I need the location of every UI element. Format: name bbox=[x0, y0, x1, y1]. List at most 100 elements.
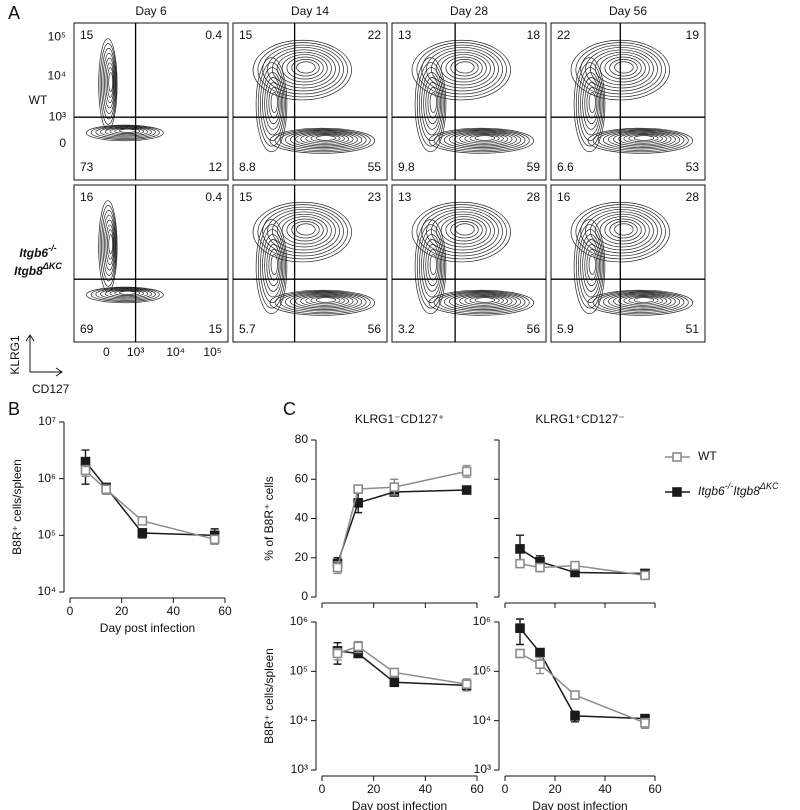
contour bbox=[267, 47, 340, 92]
contour bbox=[428, 289, 535, 316]
contour bbox=[425, 244, 440, 287]
contour bbox=[270, 92, 278, 113]
quadrant-value: 0.4 bbox=[205, 28, 222, 42]
marker bbox=[389, 677, 400, 688]
contour bbox=[459, 132, 509, 146]
x-tick-label: 0 bbox=[502, 782, 509, 796]
quadrant-value: 13 bbox=[398, 190, 412, 204]
y-tick-label: 10⁵ bbox=[48, 29, 66, 43]
contour bbox=[464, 133, 504, 144]
series-line bbox=[519, 627, 646, 720]
contour bbox=[266, 82, 281, 125]
label-part: Itgb8 bbox=[14, 264, 43, 278]
contour bbox=[450, 58, 479, 77]
contour bbox=[578, 229, 603, 303]
y-tick-label: 20 bbox=[295, 550, 309, 564]
marker bbox=[353, 641, 363, 652]
contour bbox=[426, 47, 499, 92]
y-tick-label: 10⁶ bbox=[290, 614, 308, 628]
y-tick-label: 10⁴ bbox=[472, 713, 491, 727]
label-part: WT bbox=[698, 449, 717, 463]
contour bbox=[102, 52, 116, 114]
contour bbox=[590, 49, 654, 89]
quadrant-value: 9.8 bbox=[398, 160, 415, 174]
contour bbox=[274, 290, 371, 315]
marker bbox=[570, 560, 580, 571]
contour bbox=[464, 295, 504, 306]
quadrant-value: 28 bbox=[527, 190, 541, 204]
contour bbox=[580, 206, 662, 257]
contour bbox=[586, 87, 598, 119]
contour bbox=[618, 132, 668, 146]
contour bbox=[443, 130, 522, 150]
contour bbox=[104, 57, 115, 109]
contour bbox=[260, 67, 285, 141]
legend-marker bbox=[672, 487, 682, 497]
contour bbox=[286, 56, 324, 80]
contour bbox=[252, 201, 352, 263]
y-tick-label: 40 bbox=[295, 511, 309, 525]
contour bbox=[262, 206, 344, 257]
contour bbox=[608, 293, 676, 310]
quadrant-value: 3.2 bbox=[398, 322, 415, 336]
contour bbox=[423, 77, 441, 130]
quadrant-value: 16 bbox=[80, 190, 94, 204]
contour bbox=[267, 209, 340, 254]
contour bbox=[276, 51, 332, 86]
quadrant-value: 6.6 bbox=[557, 160, 574, 174]
marker bbox=[461, 485, 472, 495]
contour bbox=[100, 288, 152, 300]
contour bbox=[300, 132, 350, 146]
contour bbox=[469, 296, 500, 305]
marker bbox=[101, 484, 111, 495]
quadrant-value: 0.4 bbox=[205, 190, 222, 204]
series-line bbox=[519, 562, 646, 577]
marker bbox=[570, 711, 580, 721]
contour bbox=[599, 54, 646, 83]
contour bbox=[114, 290, 141, 297]
contour bbox=[105, 224, 115, 265]
contour bbox=[580, 44, 662, 95]
y-tick-label: 0 bbox=[59, 136, 66, 150]
rich-label: WT bbox=[29, 93, 48, 107]
series-line bbox=[84, 461, 215, 537]
contour bbox=[419, 229, 444, 303]
marker bbox=[209, 534, 220, 545]
contour bbox=[416, 224, 445, 309]
marker bbox=[640, 718, 650, 728]
axis-arrow-head bbox=[55, 367, 63, 377]
contour bbox=[438, 129, 526, 151]
contour bbox=[573, 57, 606, 153]
quadrant-value: 23 bbox=[368, 190, 382, 204]
contour bbox=[290, 131, 358, 148]
x-axis-label: Day post infection bbox=[100, 621, 195, 635]
quadrant-value: 16 bbox=[557, 190, 571, 204]
marker bbox=[461, 679, 472, 689]
axis-arrow-head bbox=[25, 334, 35, 342]
contour bbox=[269, 127, 376, 154]
label-part: ΔKC bbox=[42, 261, 63, 271]
contour bbox=[431, 211, 495, 251]
contour bbox=[315, 297, 337, 303]
y-tick-label: 10⁷ bbox=[38, 414, 56, 428]
y-tick-label: 10³ bbox=[291, 762, 308, 776]
contour bbox=[582, 239, 600, 292]
contour bbox=[613, 293, 672, 309]
contour bbox=[423, 239, 441, 292]
contour bbox=[279, 129, 367, 151]
contour bbox=[575, 224, 604, 309]
contour bbox=[580, 234, 602, 298]
contour bbox=[585, 47, 658, 92]
contour bbox=[435, 213, 491, 248]
contour bbox=[264, 239, 282, 292]
contour bbox=[105, 62, 115, 103]
contour bbox=[104, 289, 148, 299]
marker bbox=[515, 544, 525, 554]
x-tick-label: 60 bbox=[218, 604, 232, 618]
contour bbox=[416, 42, 507, 98]
quadrant-value: 59 bbox=[527, 160, 541, 174]
panel-label: A bbox=[8, 3, 20, 23]
quadrant-value: 19 bbox=[686, 28, 700, 42]
marker bbox=[332, 648, 343, 659]
plot-frame bbox=[73, 22, 229, 181]
